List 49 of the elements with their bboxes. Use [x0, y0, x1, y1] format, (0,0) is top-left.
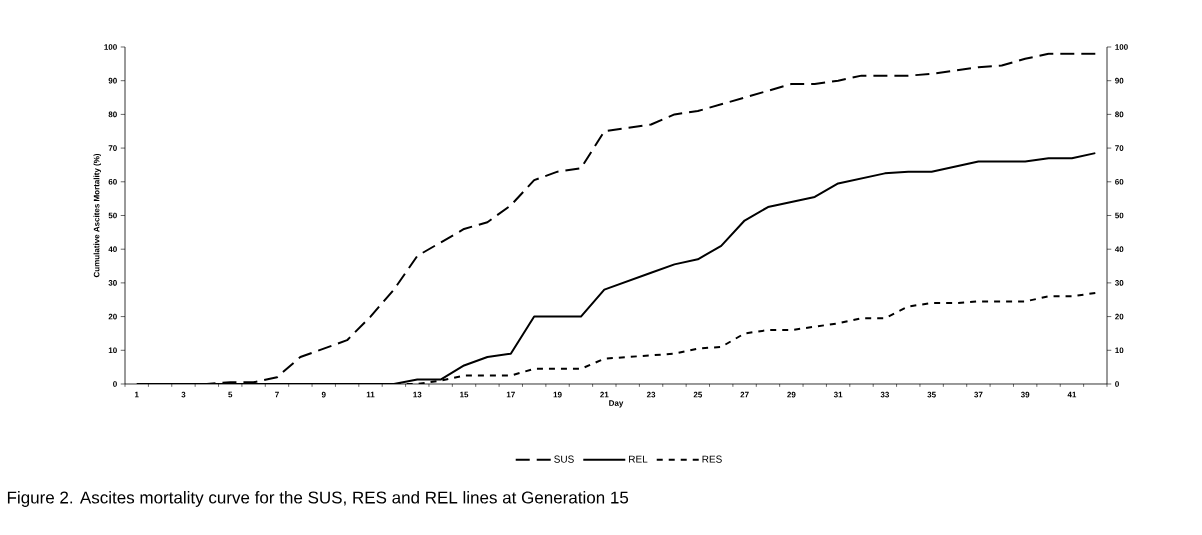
x-axis-title: Day [609, 400, 624, 408]
x-tick-label: 15 [460, 391, 469, 398]
y-axis-title: Cumulative Ascites Mortality (%) [93, 153, 101, 278]
y2-tick-label: 100 [1115, 44, 1128, 50]
y-tick-label: 40 [108, 246, 117, 253]
x-tick-label: 29 [787, 391, 796, 398]
x-tick-label: 1 [134, 391, 139, 398]
y2-tick-label: 90 [1115, 77, 1124, 84]
legend-label: REL [629, 455, 648, 463]
y-tick-label: 100 [104, 44, 117, 50]
x-tick-label: 5 [228, 391, 233, 398]
x-tick-label: 13 [413, 391, 422, 398]
y2-tick-label: 70 [1115, 145, 1124, 151]
legend-label: RES [702, 455, 722, 463]
y-tick-label: 30 [108, 280, 117, 286]
y-tick-label: 70 [108, 145, 117, 151]
x-tick-label: 37 [974, 391, 983, 398]
x-tick-label: 17 [506, 391, 515, 398]
y2-tick-label: 10 [1115, 347, 1124, 354]
x-tick-label: 33 [880, 391, 890, 398]
y-tick-label: 80 [108, 111, 117, 118]
y-tick-label: 20 [108, 313, 117, 320]
x-tick-label: 9 [321, 391, 326, 398]
y2-tick-label: 30 [1115, 280, 1124, 286]
x-tick-label: 3 [181, 391, 186, 398]
y2-tick-label: 60 [1115, 178, 1124, 185]
x-tick-label: 7 [275, 391, 279, 398]
y2-tick-label: 20 [1115, 313, 1124, 320]
x-tick-label: 23 [646, 391, 656, 398]
y-tick-label: 90 [108, 77, 117, 84]
x-tick-label: 35 [927, 391, 936, 398]
y-tick-label: 0 [113, 381, 117, 387]
y2-tick-label: 40 [1114, 246, 1124, 253]
x-tick-label: 19 [553, 391, 562, 398]
x-tick-label: 21 [600, 391, 609, 398]
y-tick-label: 10 [108, 347, 117, 354]
y2-tick-label: 0 [1115, 381, 1119, 387]
y-tick-label: 60 [108, 178, 117, 185]
x-tick-label: 31 [833, 391, 843, 398]
caption: Figure 2. Ascites mortality curve for the SUS, RES and REL lines at Generation 15 [7, 491, 629, 507]
legend-label: SUS [554, 455, 574, 463]
y2-tick-label: 80 [1115, 111, 1124, 118]
y2-tick-label: 50 [1115, 212, 1124, 219]
x-tick-label: 41 [1067, 391, 1077, 398]
y-tick-label: 50 [108, 212, 117, 219]
x-tick-label: 27 [740, 391, 749, 398]
x-tick-label: 11 [366, 391, 375, 398]
x-tick-label: 39 [1020, 391, 1030, 398]
x-tick-label: 25 [693, 391, 703, 398]
